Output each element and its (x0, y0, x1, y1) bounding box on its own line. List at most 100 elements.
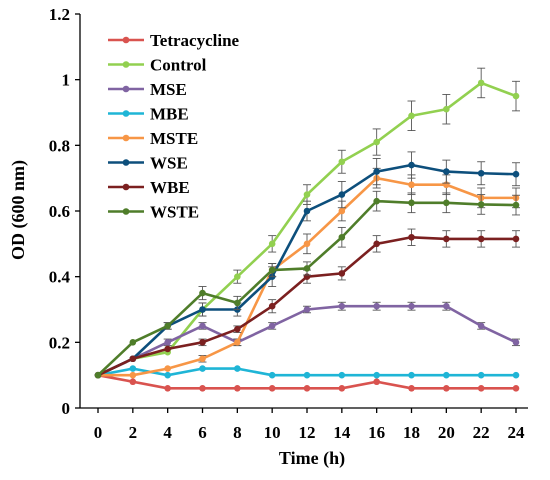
data-point (408, 233, 415, 241)
data-point (94, 371, 102, 379)
x-tick-label: 14 (333, 423, 351, 442)
data-point (303, 191, 311, 198)
data-point (373, 302, 380, 310)
y-tick-label: 0.8 (49, 136, 70, 155)
x-tick-label: 18 (403, 423, 420, 442)
data-point (477, 385, 485, 392)
legend-swatch-marker (122, 85, 130, 93)
data-point (234, 365, 241, 372)
data-point (164, 385, 171, 392)
data-point (268, 266, 276, 274)
data-point (199, 339, 206, 346)
y-axis-title: OD (600 nm) (8, 160, 29, 260)
data-point (408, 181, 415, 189)
data-point (477, 322, 485, 330)
legend-entry-tetracycline: Tetracycline (108, 31, 240, 50)
data-point (408, 371, 415, 379)
y-tick-label: 1 (62, 71, 71, 90)
axes: 00.20.40.60.811.20 2 4 6 8 10 12 14 16 18 20 22 24 (49, 5, 528, 442)
data-point (408, 161, 415, 169)
legend-entry-control: Control (108, 56, 207, 75)
data-point (373, 371, 380, 379)
legend-label: WSE (150, 154, 188, 173)
y-tick-label: 0 (62, 399, 71, 418)
data-point (268, 385, 276, 392)
legend-swatch-marker (122, 208, 130, 215)
data-point (303, 371, 311, 379)
data-point (268, 371, 276, 379)
legend-entry-mse: MSE (108, 80, 187, 99)
x-tick-label: 2 (129, 423, 138, 442)
data-point (234, 325, 241, 333)
data-point (234, 273, 241, 280)
x-axis-title: Time (h) (279, 448, 345, 469)
data-point (199, 289, 206, 297)
data-point (268, 322, 276, 330)
data-point (164, 371, 171, 379)
data-point (303, 265, 311, 272)
series-tetracycline (94, 371, 520, 392)
data-point (164, 345, 171, 353)
legend-label: MBE (150, 105, 189, 124)
legend-entry-mbe: MBE (108, 105, 189, 124)
legend-label: WBE (150, 178, 190, 197)
data-point (373, 378, 380, 386)
data-point (234, 299, 241, 307)
data-point (408, 302, 415, 310)
plot-area (94, 67, 520, 392)
data-point (512, 385, 520, 392)
data-point (512, 235, 520, 243)
legend-label: MSE (150, 80, 187, 99)
data-point (512, 201, 520, 209)
data-point (443, 199, 450, 207)
data-point (443, 385, 450, 392)
data-point (512, 92, 520, 100)
data-point (303, 240, 311, 248)
legend-entry-mste: MSTE (108, 129, 198, 148)
data-point (199, 365, 206, 372)
data-point (338, 385, 346, 392)
legend-swatch-marker (122, 159, 130, 166)
data-point (129, 355, 137, 363)
data-point (338, 191, 346, 198)
x-tick-label: 16 (368, 423, 385, 442)
series-mbe (94, 365, 520, 379)
data-point (268, 302, 276, 310)
data-point (338, 302, 346, 310)
data-point (373, 197, 380, 205)
data-point (164, 365, 171, 372)
data-point (303, 306, 311, 313)
data-point (129, 371, 137, 379)
x-tick-label: 4 (163, 423, 172, 442)
data-point (477, 79, 485, 87)
x-tick-label: 24 (508, 423, 526, 442)
legend: Tetracycline Control MSE MBE MSTE WSE WBE WSTE (108, 31, 240, 222)
data-point (443, 371, 450, 379)
data-point (268, 240, 276, 248)
data-point (373, 240, 380, 248)
data-point (408, 199, 415, 207)
x-tick-label: 20 (438, 423, 455, 442)
data-point (443, 105, 450, 113)
data-point (338, 233, 346, 241)
data-point (129, 365, 137, 372)
data-point (477, 235, 485, 243)
data-point (129, 378, 137, 386)
x-tick-label: 8 (233, 423, 242, 442)
data-point (443, 302, 450, 310)
data-point (164, 322, 171, 330)
data-point (199, 385, 206, 392)
x-tick-label: 0 (94, 423, 103, 442)
data-point (199, 355, 206, 363)
legend-swatch-marker (122, 134, 130, 142)
data-point (234, 385, 241, 392)
data-point (234, 339, 241, 346)
data-point (129, 339, 137, 346)
data-point (443, 235, 450, 243)
legend-label: Control (150, 56, 207, 75)
data-point (512, 371, 520, 379)
data-point (199, 322, 206, 330)
legend-label: WSTE (150, 203, 199, 222)
data-point (199, 306, 206, 313)
